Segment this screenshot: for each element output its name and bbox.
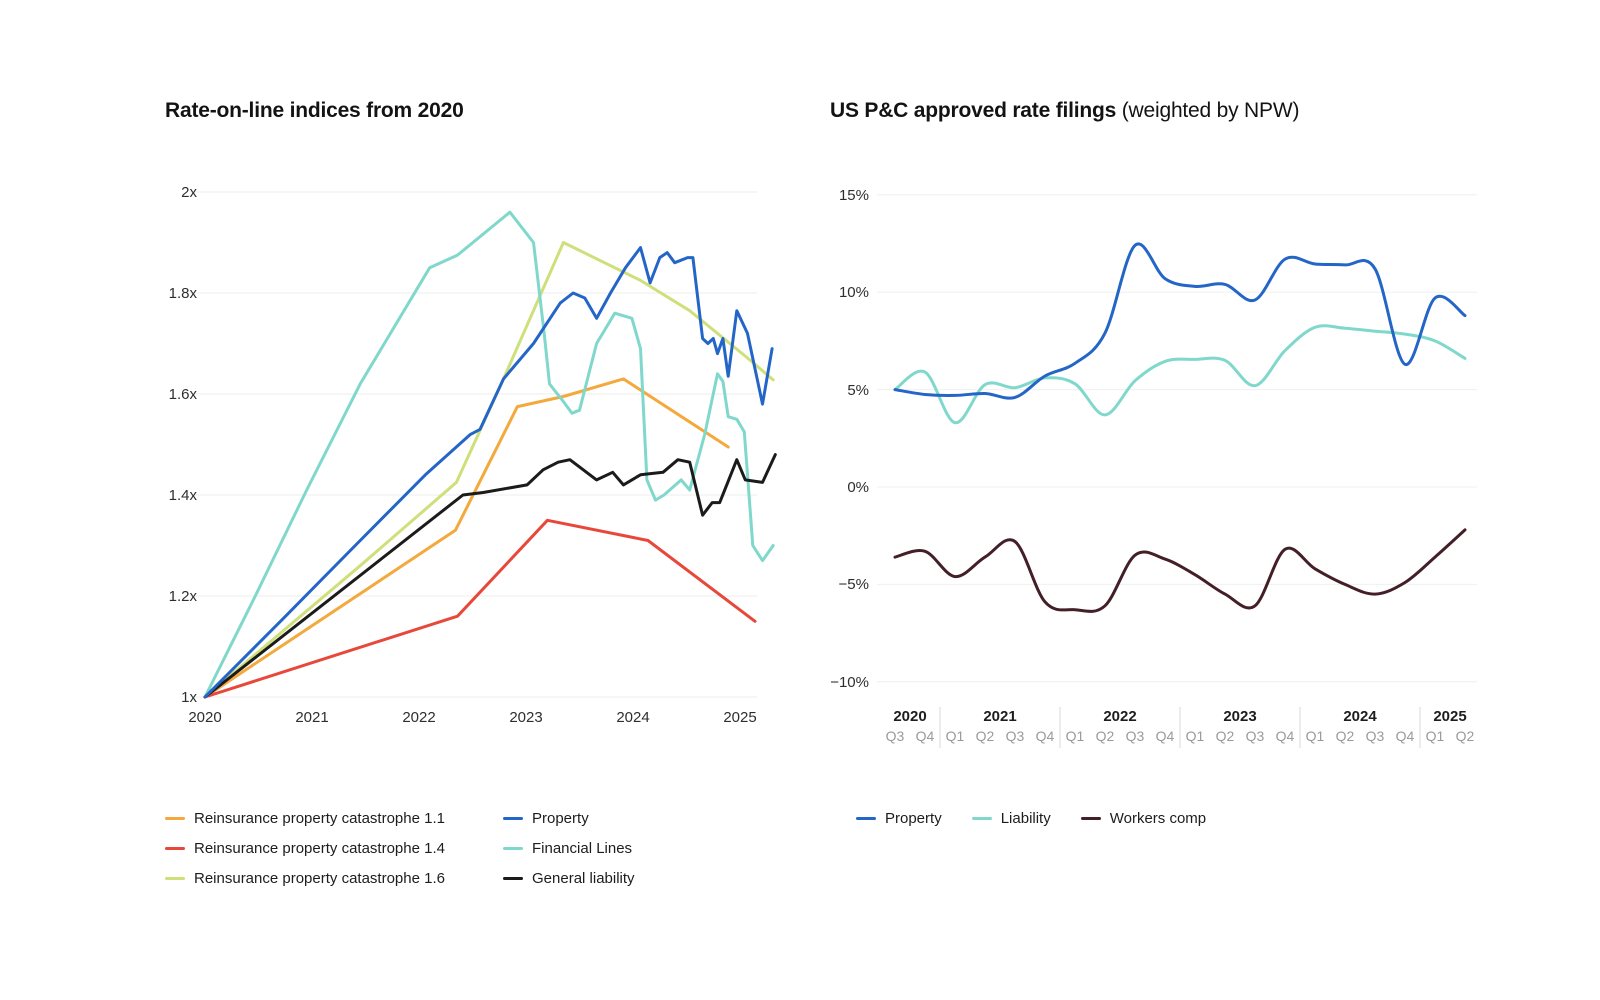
left-x-tick-2023: 2023 [509, 709, 543, 726]
right-series-line-property [893, 242, 1467, 400]
legend-label-workers-comp: Workers comp [1109, 810, 1207, 827]
right-year-tick-2025: 2025 [1433, 708, 1467, 725]
left-y-tick-1.6x: 1.6x [168, 386, 197, 403]
left-series-line-reinsurance-property-catastrophe-1-4 [203, 518, 757, 699]
right-quarter-tick-2021-Q2: Q2 [975, 728, 995, 744]
left-chart-legend-column-1: Reinsurance property catastrophe 1.1 Rein… [165, 810, 445, 887]
right-quarter-tick-2023-Q2: Q2 [1215, 728, 1235, 744]
left-series-line-reinsurance-property-catastrophe-1-1 [203, 377, 730, 699]
right-quarter-tick-2022-Q3: Q3 [1125, 728, 1145, 744]
right-year-tick-2023: 2023 [1223, 708, 1257, 725]
right-y-tick-5: 5% [847, 381, 869, 399]
left-y-tick-1x: 1x [181, 689, 197, 706]
right-quarter-tick-2024-Q1: Q1 [1305, 728, 1325, 744]
left-y-tick-1.8x: 1.8x [168, 285, 197, 302]
legend-swatch-financial-lines [503, 847, 523, 850]
right-quarter-tick-2025-Q2: Q2 [1455, 728, 1475, 744]
left-series-line-general-liability [203, 453, 777, 699]
left-y-tick-1.2x: 1.2x [168, 588, 197, 605]
legend-swatch-property [503, 817, 523, 820]
left-x-tick-2020: 2020 [188, 709, 222, 726]
right-year-tick-2022: 2022 [1103, 708, 1137, 725]
right-quarter-tick-2025-Q1: Q1 [1425, 728, 1445, 744]
legend-swatch-reinsurance-property-catastrophe-1-6 [165, 877, 185, 880]
legend-item-liability: Liability [971, 810, 1051, 827]
right-year-tick-2021: 2021 [983, 708, 1017, 725]
legend-label-general-liability: General liability [532, 870, 635, 887]
right-quarter-tick-2022-Q4: Q4 [1155, 728, 1175, 744]
right-quarter-tick-2023-Q4: Q4 [1275, 728, 1295, 744]
right-chart-title: US P&C approved rate filings (weighted b… [830, 99, 1299, 123]
left-y-tick-1.4x: 1.4x [168, 487, 197, 504]
right-series-line-workers-comp [893, 528, 1467, 613]
right-quarter-tick-2023-Q3: Q3 [1245, 728, 1265, 744]
right-y-tick-15: 15% [838, 186, 869, 204]
left-series-line-reinsurance-property-catastrophe-1-6 [203, 241, 775, 699]
right-year-tick-2020: 2020 [893, 708, 927, 725]
right-quarter-tick-2021-Q3: Q3 [1005, 728, 1025, 744]
right-series-line-liability [893, 324, 1467, 425]
legend-swatch-liability [971, 817, 992, 820]
left-series-line-property [203, 246, 774, 699]
left-x-tick-2022: 2022 [402, 709, 436, 726]
legend-item-general-liability: General liability [503, 870, 635, 887]
left-y-tick-2x: 2x [181, 184, 197, 201]
right-quarter-tick-2020-Q4: Q4 [915, 728, 935, 744]
legend-item-reinsurance-property-catastrophe-1-4: Reinsurance property catastrophe 1.4 [165, 840, 445, 857]
right-chart-title-suffix: (weighted by NPW) [1116, 99, 1300, 122]
legend-label-reinsurance-property-catastrophe-1-1: Reinsurance property catastrophe 1.1 [194, 810, 445, 827]
right-y-tick--5: −5% [838, 576, 869, 594]
legend-label-financial-lines: Financial Lines [532, 840, 633, 857]
left-x-tick-2025: 2025 [723, 709, 757, 726]
legend-item-property: Property [503, 810, 635, 827]
legend-swatch-property [856, 817, 876, 820]
right-quarter-tick-2023-Q1: Q1 [1185, 728, 1205, 744]
legend-item-reinsurance-property-catastrophe-1-1: Reinsurance property catastrophe 1.1 [165, 810, 445, 827]
legend-label-reinsurance-property-catastrophe-1-4: Reinsurance property catastrophe 1.4 [194, 840, 445, 857]
right-quarter-tick-2024-Q2: Q2 [1335, 728, 1355, 744]
right-quarter-tick-2024-Q4: Q4 [1395, 728, 1415, 744]
right-quarter-tick-2020-Q3: Q3 [885, 728, 905, 744]
legend-label-liability: Liability [1000, 810, 1051, 827]
left-series-line-financial-lines [203, 210, 775, 699]
legend-item-workers-comp: Workers comp [1080, 810, 1207, 827]
legend-item-financial-lines: Financial Lines [503, 840, 635, 857]
legend-swatch-workers-comp [1080, 817, 1101, 820]
right-y-tick-10: 10% [838, 284, 869, 302]
right-quarter-tick-2021-Q4: Q4 [1035, 728, 1055, 744]
left-chart-title: Rate-on-line indices from 2020 [165, 99, 464, 122]
legend-swatch-general-liability [503, 877, 523, 880]
right-quarter-tick-2021-Q1: Q1 [945, 728, 965, 744]
right-y-tick-0: 0% [847, 479, 869, 496]
left-chart-legend-column-2: Property Financial Lines General liability [503, 810, 635, 887]
right-quarter-tick-2024-Q3: Q3 [1365, 728, 1385, 744]
right-quarter-tick-2022-Q2: Q2 [1095, 728, 1115, 744]
legend-item-property: Property [856, 810, 942, 827]
legend-item-reinsurance-property-catastrophe-1-6: Reinsurance property catastrophe 1.6 [165, 870, 445, 887]
right-quarter-tick-2022-Q1: Q1 [1065, 728, 1085, 744]
left-x-tick-2024: 2024 [616, 709, 650, 726]
legend-label-property: Property [532, 810, 589, 827]
right-chart-legend: Property Liability Workers comp [856, 810, 1206, 827]
right-chart-title-main: US P&C approved rate filings [830, 99, 1117, 122]
legend-label-property: Property [885, 810, 942, 827]
right-y-tick--10: −10% [830, 673, 869, 691]
left-x-tick-2021: 2021 [295, 709, 329, 726]
legend-label-reinsurance-property-catastrophe-1-6: Reinsurance property catastrophe 1.6 [194, 870, 445, 887]
legend-swatch-reinsurance-property-catastrophe-1-4 [165, 847, 185, 850]
legend-swatch-reinsurance-property-catastrophe-1-1 [165, 817, 185, 820]
right-year-tick-2024: 2024 [1343, 708, 1377, 725]
